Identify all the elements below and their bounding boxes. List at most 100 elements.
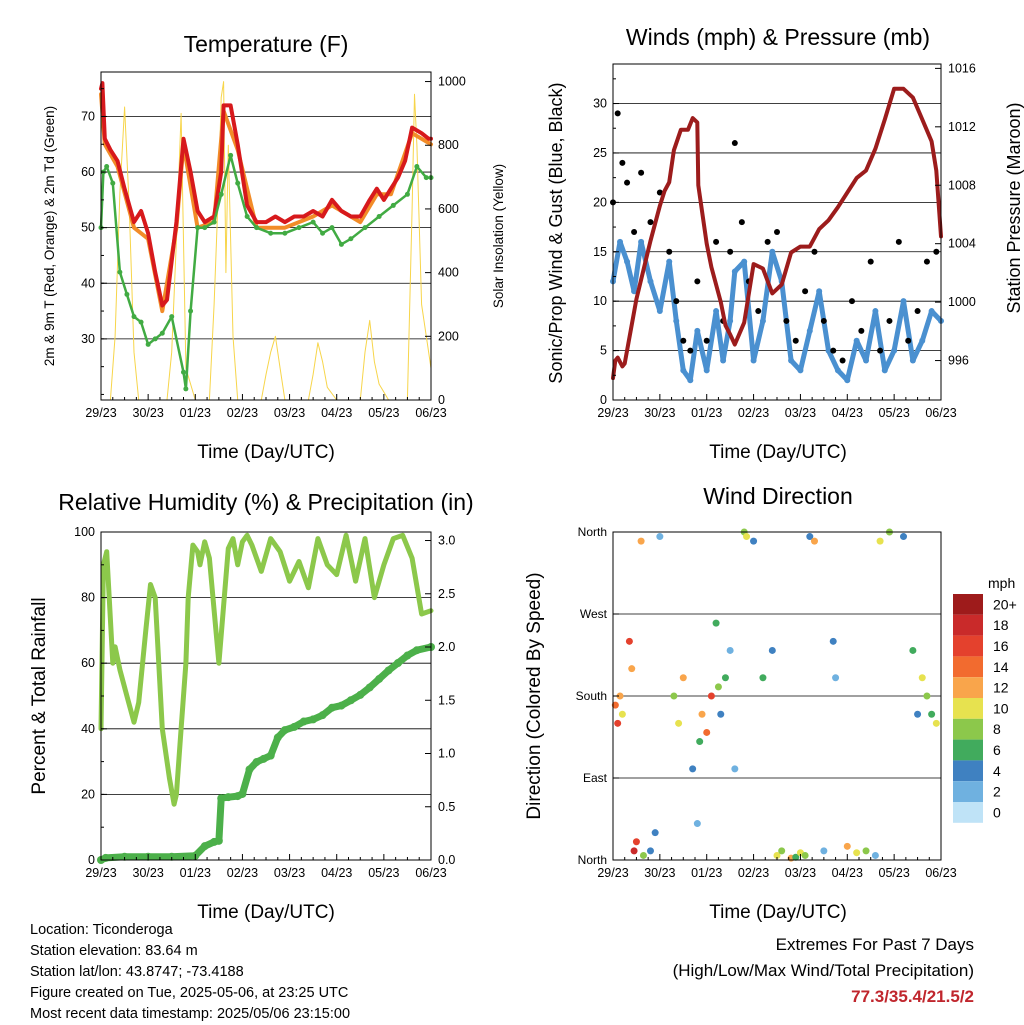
station-latlon: Station lat/lon: 43.8747; -73.4188 [30, 964, 244, 980]
x-tick-label: 06/23 [415, 406, 446, 420]
wind-speed-point [720, 357, 727, 364]
y-tick-label: West [580, 607, 608, 621]
direction-point [914, 710, 922, 718]
direction-ylabel-left: Direction (Colored By Speed) [524, 572, 545, 819]
x-tick-label: 06/23 [925, 866, 956, 880]
wind-gust-point [631, 229, 638, 235]
x-tick-label: 03/23 [274, 406, 305, 420]
dewpoint-point [296, 225, 302, 231]
wind-gust-point [680, 337, 687, 344]
winds-panel: Winds (mph) & Pressure (mb) 0 5 10 15 20 25 30… [546, 24, 1024, 463]
x-tick-label: 04/23 [832, 406, 863, 420]
speed-legend-swatch [953, 614, 983, 636]
direction-title: Wind Direction [703, 483, 853, 509]
direction-point [632, 838, 640, 846]
y2-tick-label: 0.5 [438, 800, 455, 814]
direction-point [853, 849, 861, 857]
direction-point [928, 710, 936, 718]
dewpoint-point [195, 225, 201, 231]
x-tick-label: 06/23 [415, 866, 446, 880]
direction-point [675, 719, 683, 727]
precip-point [346, 696, 355, 705]
dewpoint-point [390, 202, 396, 208]
wind-speed-point [680, 367, 687, 374]
speed-legend-swatch [953, 781, 983, 802]
dewpoint-point [376, 214, 382, 220]
winds-axes: 0 5 10 15 20 25 30 996 1000 1004 1008 1012 1016 29/23… [593, 61, 976, 420]
wind-gust-point [738, 219, 745, 226]
direction-point [750, 537, 758, 545]
y-tick-label: 40 [81, 722, 95, 736]
x-tick-label: 02/23 [227, 406, 258, 420]
wind-speed-point [617, 238, 624, 245]
x-tick-label: 02/23 [738, 866, 769, 880]
direction-point [843, 842, 851, 850]
direction-point [871, 851, 879, 859]
y-tick-label: South [576, 689, 607, 703]
y2-tick-label: 1.0 [438, 747, 455, 761]
wind-gust-point [811, 248, 818, 255]
dewpoint-point [414, 164, 420, 170]
precip-point [375, 674, 384, 683]
y2-tick-label: 0 [438, 393, 445, 407]
wind-speed-point [853, 337, 860, 344]
wind-gust-point [914, 308, 921, 315]
station-location: Location: Ticonderoga [30, 922, 173, 938]
precip-point [384, 666, 393, 675]
wind-gust-point [792, 337, 799, 344]
precip-point [356, 690, 365, 699]
direction-point [646, 847, 654, 855]
wind-gust-point [713, 238, 720, 245]
humidity-axes: 0 20 40 60 80 100 0.0 0.5 1.0 1.5 2.0 2.5 3.0 29/23 30… [74, 525, 455, 880]
temperature-xlabel: Time (Day/UTC) [197, 442, 335, 463]
wind-speed-point [928, 308, 935, 315]
temperature-axes: 30 40 50 60 70 0 200 400 600 800 1000 29/23 30/23 01/… [81, 75, 466, 420]
precip-point [259, 754, 268, 763]
direction-point [618, 710, 626, 718]
speed-legend-swatch [953, 698, 983, 719]
precip-point [120, 852, 129, 861]
y2-tick-label: 1008 [948, 178, 976, 192]
dewpoint-point [202, 225, 208, 231]
speed-legend-label: 6 [993, 742, 1001, 758]
precip-point [290, 722, 299, 731]
dewpoint-point [131, 314, 137, 320]
dewpoint-line [99, 154, 433, 391]
temperature-title: Temperature (F) [184, 31, 349, 57]
x-tick-label: 29/23 [85, 406, 116, 420]
y-tick-label: 5 [600, 344, 607, 358]
precip-point [200, 842, 209, 851]
station-elevation: Station elevation: 83.64 m [30, 943, 198, 959]
y2-tick-label: 2.5 [438, 587, 455, 601]
wind-gust-point [666, 248, 673, 255]
extremes-subtitle: (High/Low/Max Wind/Total Precipitation) [672, 961, 974, 980]
wind-speed-point [844, 377, 851, 384]
y2-tick-label: 1012 [948, 120, 976, 134]
speed-legend-swatch [953, 739, 983, 761]
y2-tick-label: 400 [438, 266, 459, 280]
direction-point [712, 619, 720, 627]
x-tick-label: 01/23 [691, 866, 722, 880]
x-tick-label: 29/23 [597, 866, 628, 880]
wind-gust-point [848, 298, 855, 305]
direction-point [810, 537, 818, 545]
wind-speed-point [687, 377, 694, 384]
x-tick-label: 05/23 [879, 866, 910, 880]
wind-speed-point [816, 288, 823, 295]
wind-speed-point [624, 258, 631, 265]
precip-point [273, 733, 282, 742]
y2-tick-label: 600 [438, 202, 459, 216]
speed-legend-swatch [953, 760, 983, 782]
precip-point [412, 646, 421, 655]
speed-legend-label: 10 [993, 700, 1009, 716]
precip-point [280, 726, 289, 735]
wind-gust-point [867, 258, 874, 265]
wind-gust-point [839, 357, 846, 364]
direction-point [670, 692, 678, 700]
extremes-title: Extremes For Past 7 Days [775, 935, 974, 954]
precip-point [224, 793, 233, 802]
speed-legend-swatch [953, 656, 983, 678]
direction-panel: Wind Direction NorthEastSouthWestNorth29… [524, 483, 1017, 923]
wind-gust-point [673, 298, 680, 305]
